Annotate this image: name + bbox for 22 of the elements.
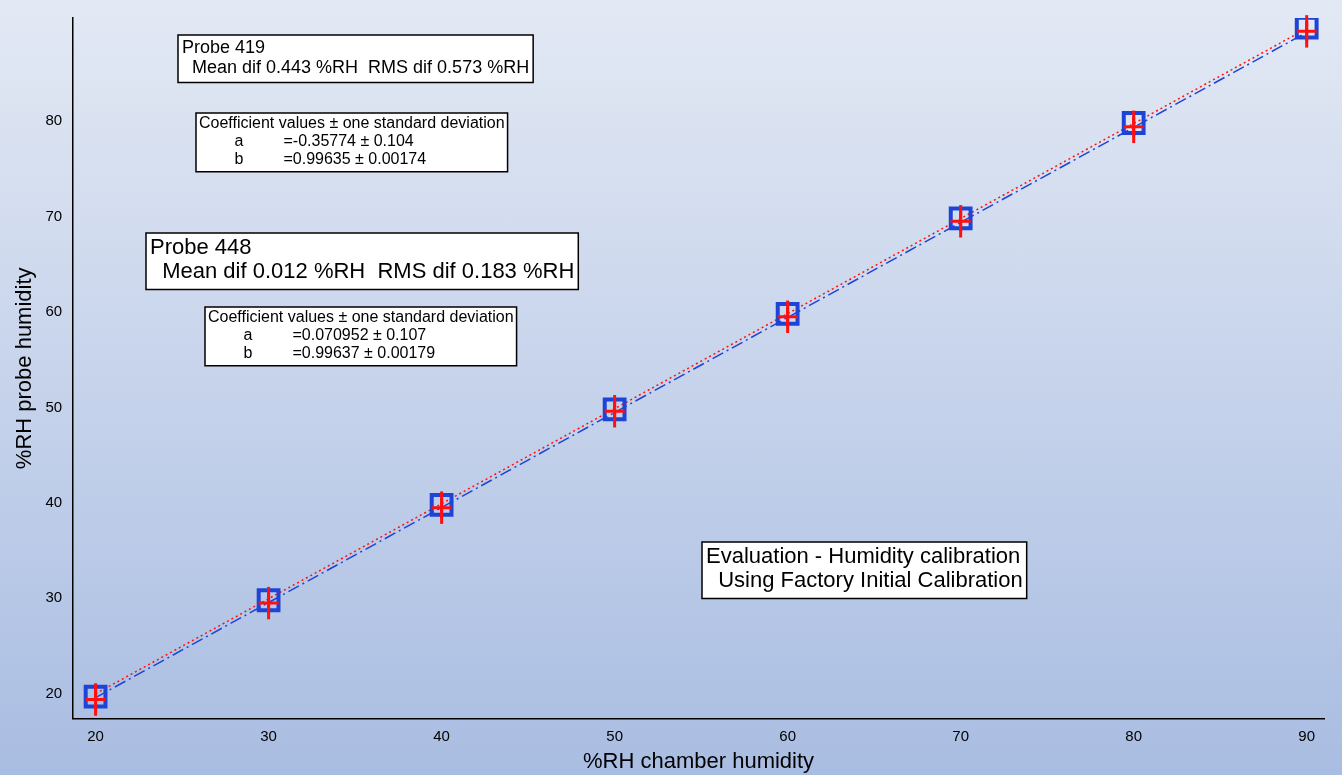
y-tick-label: 50 xyxy=(45,397,63,415)
x-tick-label: 30 xyxy=(260,726,277,744)
x-tick-label: 50 xyxy=(606,726,623,744)
y-tick-label: 60 xyxy=(45,302,63,320)
y-axis-title: %RH probe humidity xyxy=(11,267,37,470)
annotation: Probe 419 Mean dif 0.443 %RH RMS dif 0.573 %RH xyxy=(182,36,530,77)
y-tick-label: 40 xyxy=(45,493,63,511)
y-tick-label: 70 xyxy=(45,206,63,224)
annotation: Coefficient values ± one standard deviation a =0.070952 ± 0.107 b =0.99637 ± 0.00179 xyxy=(208,308,514,361)
x-axis-title: %RH chamber humidity xyxy=(583,747,815,773)
x-tick-label: 90 xyxy=(1298,726,1316,744)
annotation: Probe 448 Mean dif 0.012 %RH RMS dif 0.183 %RH xyxy=(150,234,575,284)
annotation: Evaluation - Humidity calibration Using Factory Initial Calibration xyxy=(706,543,1023,593)
annotation: Coefficient values ± one standard deviation a =-0.35774 ± 0.104 b =0.99635 ± 0.00174 xyxy=(199,114,505,167)
x-tick-label: 20 xyxy=(87,726,104,744)
x-tick-label: 80 xyxy=(1125,726,1143,744)
y-tick-label: 80 xyxy=(45,111,63,129)
x-tick-label: 60 xyxy=(779,726,796,744)
y-tick-label: 30 xyxy=(45,588,63,606)
x-tick-label: 70 xyxy=(952,726,970,744)
x-tick-label: 40 xyxy=(433,726,450,744)
y-tick-label: 20 xyxy=(45,683,63,701)
